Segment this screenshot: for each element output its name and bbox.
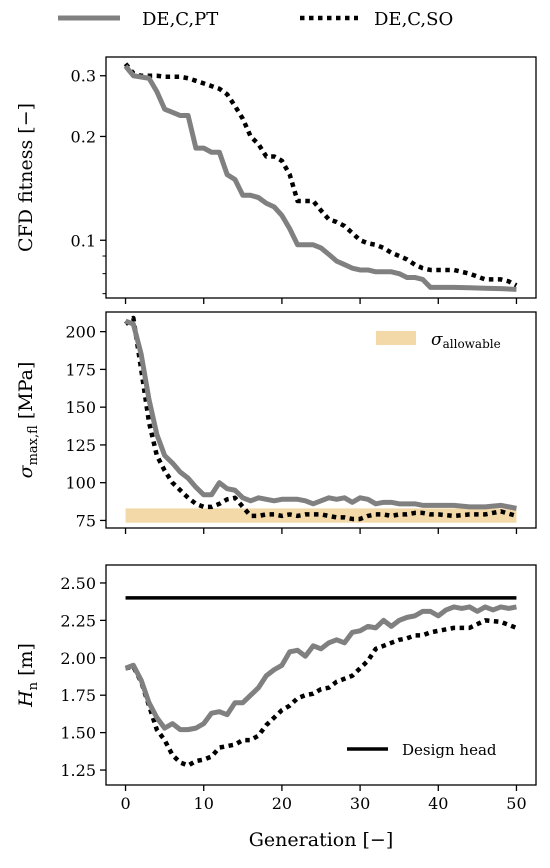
allowable-legend-swatch	[376, 331, 416, 345]
y-tick-label: 150	[65, 398, 96, 417]
y-tick-label: 200	[65, 323, 96, 342]
y-tick-label: 1.25	[60, 761, 96, 780]
x-axis-label: Generation [−]	[249, 829, 394, 851]
x-tick-label: 50	[506, 794, 526, 813]
plot-area	[123, 62, 518, 292]
allowable-legend-subscript: allowable	[443, 337, 501, 351]
y-axis-label-subscript: n	[26, 681, 41, 690]
y-tick-label: 2.50	[60, 574, 96, 593]
x-tick-label: 20	[272, 794, 292, 813]
y-tick-label: 0.2	[71, 127, 96, 146]
series-line-de-c-so	[125, 618, 518, 768]
legend-label-2: DE,C,SO	[374, 9, 453, 30]
y-axis-label: σmax,fl [MPa]	[15, 362, 41, 479]
panel-cfd-fitness: 0.1 0.2 0.3 CFD fitness [−]	[15, 56, 537, 304]
y-axis-label-unit: [MPa]	[15, 362, 37, 426]
y-tick-label: 1.50	[60, 724, 96, 743]
legend-label-1: DE,C,PT	[142, 9, 218, 30]
y-tick-label: 2.25	[60, 611, 96, 630]
series-line-de-c-so	[123, 62, 518, 288]
design-head-legend-label: Design head	[402, 741, 497, 759]
allowable-stress-band	[125, 508, 517, 523]
x-tick-label: 0	[120, 794, 130, 813]
y-axis-label: CFD fitness [−]	[15, 103, 37, 252]
plot-area	[124, 596, 518, 768]
x-tick-label: 10	[194, 794, 214, 813]
series-line-de-c-pt	[123, 64, 517, 292]
axes-frame	[105, 56, 537, 299]
y-axis-label-unit: [m]	[15, 643, 37, 682]
y-tick-label: 2.00	[60, 649, 96, 668]
plot-area	[124, 315, 518, 523]
y-tick-label: 75	[76, 511, 96, 530]
y-tick-label: 0.1	[71, 231, 96, 250]
y-tick-label: 125	[65, 436, 96, 455]
y-axis-label-subscript: max,fl	[26, 425, 41, 466]
allowable-legend-label: σallowable	[431, 330, 501, 351]
y-axis-label-symbol: H	[15, 690, 37, 708]
panel-head: 0 10 20 30 40 50 1.25 1.50 1.75 2.00 2.25 2.50 Hn [m…	[15, 564, 537, 851]
y-axis-label-symbol: σ	[15, 464, 37, 478]
figure-legend: DE,C,PT DE,C,SO	[58, 9, 453, 30]
allowable-legend-symbol: σ	[431, 330, 443, 350]
series-line-de-c-pt	[124, 604, 517, 733]
x-tick-label: 40	[428, 794, 448, 813]
axes-frame	[105, 564, 537, 786]
series-line-de-c-pt	[124, 318, 517, 511]
y-tick-label: 1.75	[60, 686, 96, 705]
y-tick-label: 0.3	[71, 67, 96, 86]
axes-frame	[105, 311, 537, 529]
y-axis-label: Hn [m]	[15, 643, 41, 708]
y-tick-label: 100	[65, 474, 96, 493]
x-tick-label: 30	[350, 794, 370, 813]
y-tick-label: 175	[65, 360, 96, 379]
